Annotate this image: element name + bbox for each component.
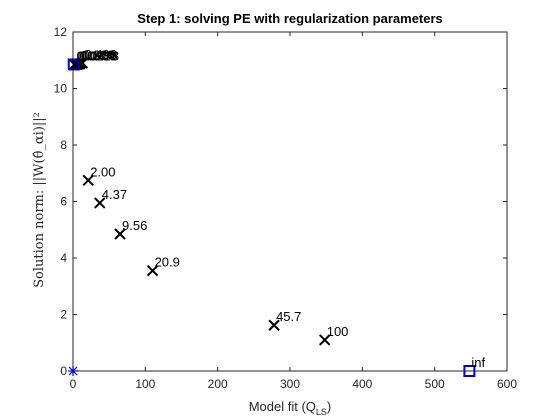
data-label: 0.0218 [78, 48, 118, 63]
data-label: 100 [327, 324, 349, 339]
x-tick-label: 200 [208, 377, 228, 391]
x-marker [82, 174, 94, 187]
x-marker-stroke [268, 319, 280, 331]
x-marker-stroke [114, 228, 126, 240]
data-marks [67, 57, 476, 377]
y-tick-label: 4 [60, 251, 67, 265]
axes [72, 31, 508, 372]
square-marker [67, 58, 80, 71]
data-label: 0.228 [82, 48, 115, 63]
y-axis-label: Solution norm: ||W(θ̂_αi)||² [32, 112, 47, 288]
x-marker [319, 334, 331, 346]
x-axis-label: Model fit (QLS) [249, 399, 332, 417]
y-tick-label: 2 [60, 308, 67, 322]
star-marker [68, 366, 78, 376]
x-tick-label: 600 [497, 377, 517, 391]
x-tick-label: 300 [280, 377, 300, 391]
data-label: 9.56 [122, 218, 147, 233]
y-tick-label: 6 [60, 195, 67, 209]
data-label: 0.0100 [76, 48, 116, 63]
y-tick-label: 0 [60, 364, 67, 378]
data-label: 20.9 [155, 255, 180, 270]
x-marker [94, 197, 106, 209]
x-marker-stroke [82, 174, 94, 187]
x-marker [146, 265, 159, 277]
data-label: inf [471, 355, 485, 370]
data-label: 4.37 [102, 187, 127, 202]
x-marker-stroke [74, 57, 86, 70]
star-stroke [68, 366, 78, 376]
x-tick-label: 500 [425, 377, 445, 391]
data-label: 0.0478 [79, 48, 119, 63]
x-marker-stroke [146, 265, 159, 277]
square-marker [463, 365, 476, 377]
data-label: 0.104 [81, 48, 114, 63]
x-marker [114, 228, 126, 240]
data-label: 0.498 [84, 47, 117, 62]
x-marker [268, 319, 280, 331]
x-tick-label: 100 [135, 377, 155, 391]
data-label: 45.7 [276, 309, 301, 324]
x-marker-stroke [94, 197, 106, 209]
x-marker-stroke [319, 334, 331, 346]
chart-title: Step 1: solving PE with regularization p… [137, 11, 443, 26]
x-tick-label: 0 [70, 377, 77, 391]
y-tick-label: 8 [60, 138, 67, 152]
x-tick-label: 400 [352, 377, 372, 391]
data-labels: 2.00 4.37 9.56 20.9 45.7 100 0.01000.02180.047… [76, 47, 485, 370]
y-tick-label: 12 [54, 25, 68, 39]
tick-labels: 0 100 200 300 400 500 600 0 2 4 6 8 10 12 [54, 25, 518, 391]
data-label: 2.00 [90, 164, 115, 179]
y-tick-label: 10 [54, 82, 68, 96]
